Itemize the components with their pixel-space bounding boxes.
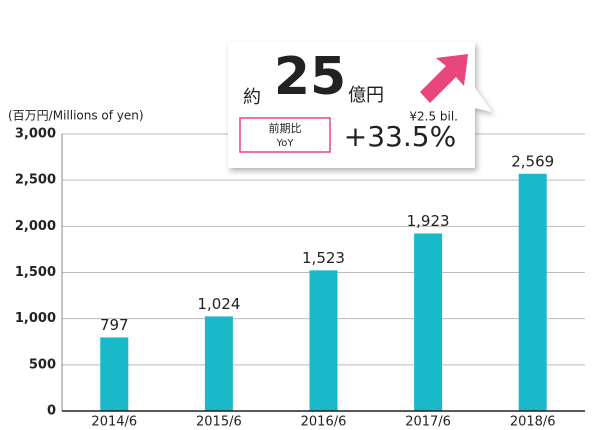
yoy-en: YoY xyxy=(275,138,294,149)
value-label: 797 xyxy=(100,316,129,334)
y-tick-label: 500 xyxy=(29,357,56,372)
y-tick-label: 1,500 xyxy=(15,265,56,280)
value-label: 1,523 xyxy=(302,249,345,267)
callout-unit: 億円 xyxy=(348,85,384,106)
growth: +33.5% xyxy=(344,120,456,153)
callout-approx: 約 xyxy=(243,87,261,108)
plot: 0 500 1,000 1,500 2,000 2,500 3,000 2014/6 797 20… xyxy=(15,127,585,430)
y-tick-label: 2,500 xyxy=(15,173,56,188)
x-tick-label: 2016/6 xyxy=(301,415,347,430)
y-tick-label: 3,000 xyxy=(15,127,56,142)
bar xyxy=(204,316,233,411)
value-label: 2,569 xyxy=(511,152,554,170)
bar xyxy=(309,270,338,411)
x-tick-label: 2017/6 xyxy=(405,415,451,430)
x-tick-label: 2015/6 xyxy=(196,415,242,430)
callout-english: ¥2.5 bil. xyxy=(409,110,458,124)
callout: 約 25 億円 ¥2.5 bil. 前期比 YoY +33.5% xyxy=(228,42,492,168)
y-tick-label: 1,000 xyxy=(15,311,56,326)
x-tick-label: 2014/6 xyxy=(91,415,137,430)
bar xyxy=(518,173,547,411)
yoy-ja: 前期比 xyxy=(269,121,302,135)
x-tick-label: 2018/6 xyxy=(510,415,556,430)
y-tick-label: 2,000 xyxy=(15,219,56,234)
bar xyxy=(100,337,129,411)
value-label: 1,923 xyxy=(407,212,450,230)
y-tick-label: 0 xyxy=(47,404,56,419)
yoy-box xyxy=(239,117,331,153)
value-label: 1,024 xyxy=(197,295,240,313)
bar xyxy=(414,233,443,411)
unit-label: (百万円/Millions of yen) xyxy=(8,109,144,123)
callout-amount: 25 xyxy=(274,47,346,107)
up-arrow xyxy=(420,54,468,103)
